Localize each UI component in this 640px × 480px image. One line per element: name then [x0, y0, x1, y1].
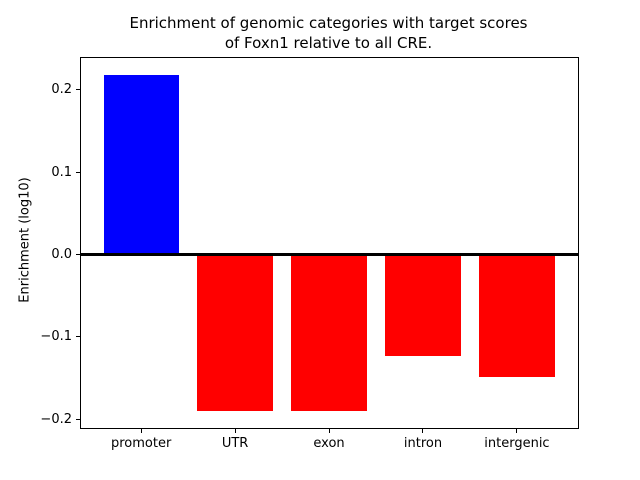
y-tick-label: 0.2: [51, 82, 72, 98]
x-tick-mark: [234, 429, 236, 433]
y-tick-label: −0.1: [40, 329, 72, 345]
x-tick-mark: [328, 429, 330, 433]
bar-intron: [385, 254, 461, 356]
y-tick-mark: [76, 89, 80, 91]
y-tick-label: 0.0: [51, 247, 72, 263]
y-tick-label: 0.1: [51, 164, 72, 180]
y-tick-mark: [76, 336, 80, 338]
y-axis-label-text: Enrichment (log10): [17, 177, 33, 303]
zero-axhline: [81, 253, 578, 257]
y-tick-mark: [76, 418, 80, 420]
x-tick-label-promoter: promoter: [110, 436, 172, 451]
bar-UTR: [197, 254, 273, 412]
y-tick-mark: [76, 171, 80, 173]
plot-area: −0.2 −0.1 0.0 0.1 0.2 promoter UTR exon intron in…: [40, 57, 579, 450]
x-tick-mark: [422, 429, 424, 433]
chart-title: Enrichment of genomic categories with ta…: [129, 14, 528, 52]
x-tick-label-intergenic: intergenic: [484, 436, 550, 451]
x-tick-mark: [140, 429, 142, 433]
x-tick-mark: [516, 429, 518, 433]
bar-promoter: [103, 74, 179, 255]
x-tick-label-intron: intron: [403, 436, 443, 451]
x-tick-label-exon: exon: [313, 436, 345, 451]
y-tick-mark: [76, 254, 80, 256]
y-tick-label: −0.2: [40, 411, 72, 427]
bar-exon: [291, 254, 367, 412]
x-tick-label-UTR: UTR: [221, 436, 249, 451]
bar-intergenic: [479, 254, 555, 377]
